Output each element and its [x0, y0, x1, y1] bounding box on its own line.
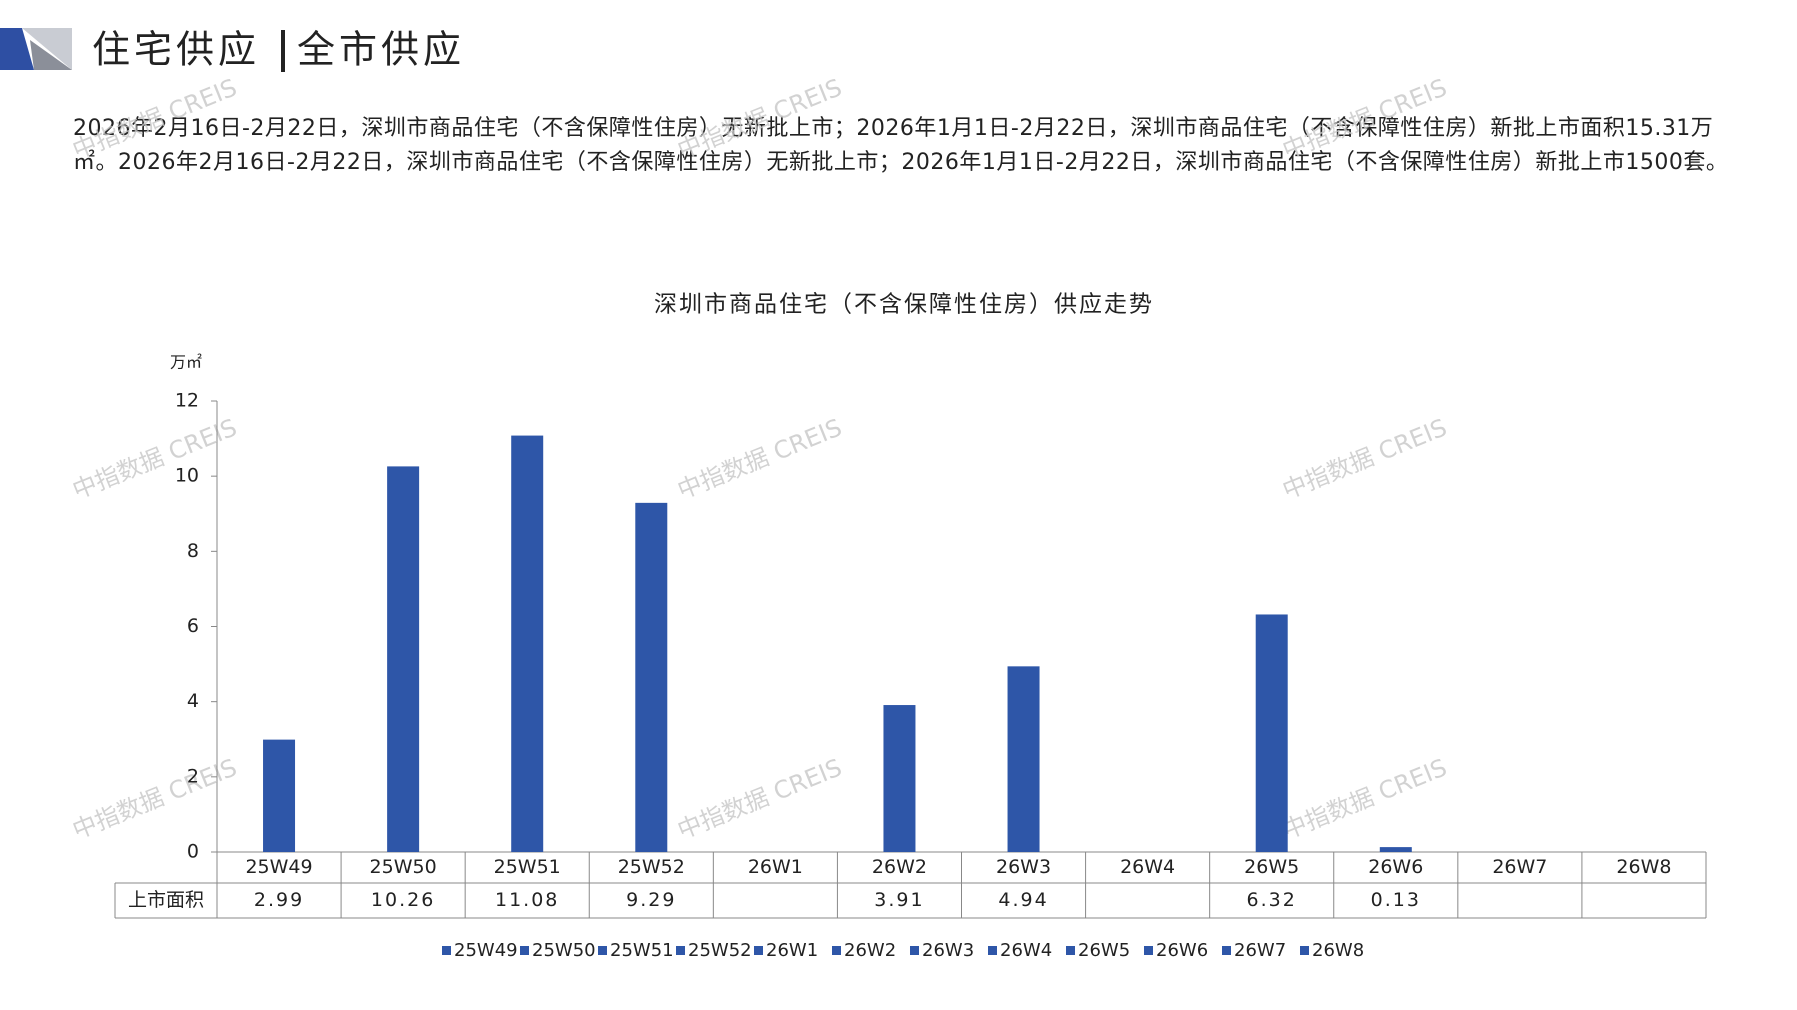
legend-swatch [754, 946, 763, 955]
y-tick-label: 4 [187, 690, 199, 712]
legend-label: 26W3 [922, 940, 974, 961]
legend-swatch [1066, 946, 1075, 955]
legend-swatch [1300, 946, 1309, 955]
watermark: 中指数据 CREIS [1278, 753, 1450, 844]
x-tick-label: 26W3 [996, 856, 1051, 878]
table-value: 9.29 [626, 889, 676, 911]
legend-label: 25W52 [688, 940, 752, 961]
y-tick-label: 12 [175, 390, 199, 412]
watermark: 中指数据 CREIS [68, 413, 240, 504]
bar [1379, 847, 1412, 852]
summary-text: 2026年2月16日-2月22日，深圳市商品住宅（不含保障性住房）无新批上市；2… [73, 116, 1729, 175]
table-value: 2.99 [254, 889, 304, 911]
x-tick-label: 26W4 [1120, 856, 1175, 878]
watermark: 中指数据 CREIS [68, 73, 240, 164]
legend-label: 26W1 [766, 940, 818, 961]
bar [635, 502, 668, 852]
legend-swatch [676, 946, 685, 955]
legend-label: 26W2 [844, 940, 896, 961]
legend-label: 25W49 [454, 940, 518, 961]
bar [1007, 666, 1040, 852]
x-tick-label: 25W50 [370, 856, 437, 878]
watermark: 中指数据 CREIS [673, 413, 845, 504]
watermark: 中指数据 CREIS [1278, 73, 1450, 164]
table-value: 4.94 [998, 889, 1048, 911]
chart-title: 深圳市商品住宅（不含保障性住房）供应走势 [654, 292, 1154, 318]
bar [883, 705, 916, 852]
table-value: 6.32 [1247, 889, 1297, 911]
bar [263, 739, 296, 852]
table-value: 3.91 [874, 889, 924, 911]
decor [0, 28, 34, 70]
x-tick-label: 25W49 [245, 856, 312, 878]
legend-swatch [910, 946, 919, 955]
x-tick-label: 26W1 [748, 856, 803, 878]
table-value: 0.13 [1371, 889, 1421, 911]
y-tick-label: 0 [187, 841, 199, 863]
legend-label: 25W51 [610, 940, 674, 961]
y-tick-label: 10 [175, 465, 199, 487]
x-tick-label: 26W7 [1492, 856, 1547, 878]
legend-label: 26W8 [1312, 940, 1364, 961]
legend-label: 26W5 [1078, 940, 1130, 961]
watermark: 中指数据 CREIS [1278, 413, 1450, 504]
x-tick-label: 26W5 [1244, 856, 1299, 878]
y-axis-label: 万㎡ [170, 353, 202, 372]
legend-swatch [988, 946, 997, 955]
legend-label: 25W50 [532, 940, 596, 961]
legend-swatch [598, 946, 607, 955]
bar [511, 435, 544, 852]
header-title: 住宅供应 [92, 28, 260, 72]
x-tick-label: 26W2 [872, 856, 927, 878]
legend-swatch [1222, 946, 1231, 955]
legend-label: 26W4 [1000, 940, 1052, 961]
legend-label: 26W7 [1234, 940, 1286, 961]
legend-swatch [442, 946, 451, 955]
y-tick-label: 6 [187, 615, 199, 637]
table-row-label: 上市面积 [128, 889, 204, 911]
table-value: 11.08 [495, 889, 559, 911]
legend-label: 26W6 [1156, 940, 1208, 961]
legend-swatch [1144, 946, 1153, 955]
x-tick-label: 26W6 [1368, 856, 1423, 878]
x-tick-label: 25W52 [618, 856, 685, 878]
y-tick-label: 2 [187, 765, 199, 787]
table-value: 10.26 [371, 889, 435, 911]
bar [1255, 614, 1288, 852]
legend-swatch [520, 946, 529, 955]
legend-swatch [832, 946, 841, 955]
watermark: 中指数据 CREIS [673, 753, 845, 844]
x-tick-label: 26W8 [1616, 856, 1671, 878]
y-tick-label: 8 [187, 540, 199, 562]
decor [30, 40, 72, 70]
watermark: 中指数据 CREIS [68, 753, 240, 844]
header-title: 全市供应 [297, 28, 465, 72]
bar [387, 466, 420, 852]
decor [22, 28, 72, 70]
divider [281, 30, 285, 72]
x-tick-label: 25W51 [494, 856, 561, 878]
watermark: 中指数据 CREIS [673, 73, 845, 164]
